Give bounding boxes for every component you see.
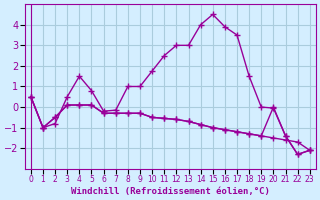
X-axis label: Windchill (Refroidissement éolien,°C): Windchill (Refroidissement éolien,°C)	[71, 187, 270, 196]
